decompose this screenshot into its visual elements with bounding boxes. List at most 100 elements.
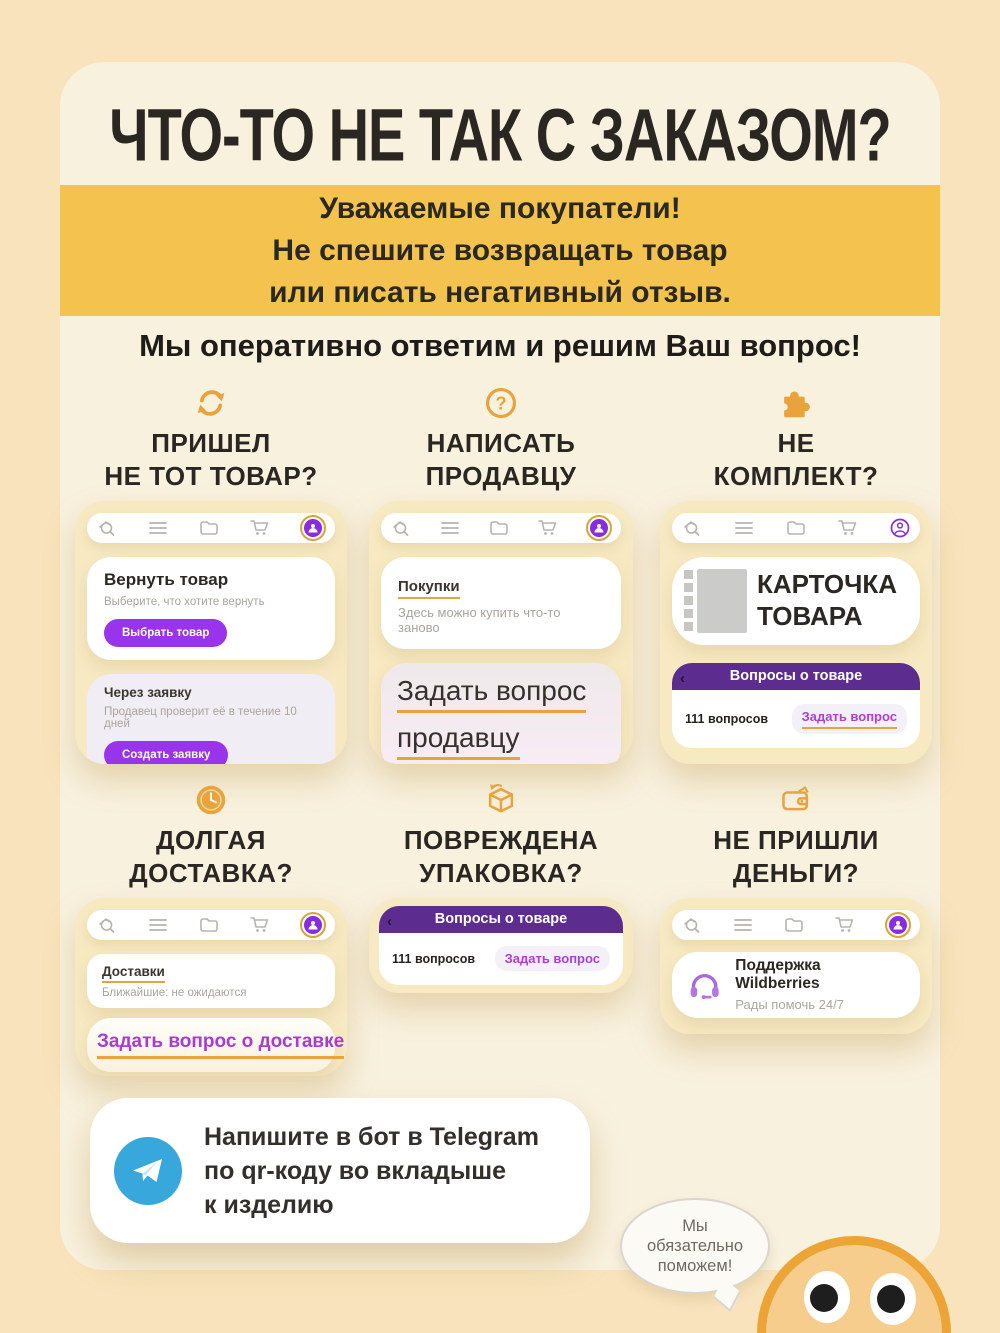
clock-icon-svg [196,785,226,815]
profile-icon[interactable] [300,911,326,938]
product-card-label: КАРТОЧКА ТОВАРА [757,569,898,631]
app-mockup-support: Поддержка Wildberries Рады помочь 24/7 [660,897,932,1034]
deliveries-title[interactable]: Доставки [102,964,165,983]
profile-icon[interactable] [586,514,612,541]
notice-banner: Уважаемые покупатели! Не спешите возвращ… [60,185,940,316]
page-title: ЧТО-ТО НЕ ТАК С ЗАКАЗОМ? [60,92,940,176]
ask-seller-line1: Задать вопрос [397,675,587,713]
purchases-title[interactable]: Покупки [398,578,460,599]
puzzle-icon [660,383,932,423]
cart-icon[interactable] [249,915,270,934]
product-gallery-placeholder [684,568,747,633]
telegram-card[interactable]: Напишите в бот в Telegram по qr-коду во … [90,1098,590,1243]
home-search-icon[interactable] [681,517,703,539]
request-card: Через заявку Продавец проверит её в тече… [87,673,335,764]
package-icon-svg [488,784,514,813]
promise-subtitle: Мы оперативно ответим и решим Ваш вопрос… [139,328,861,363]
qa-banner-text: Вопросы о товаре [729,668,863,684]
question-icon: ? [369,383,633,423]
menu-icon[interactable] [440,520,460,536]
qa-count: 111 вопросов [685,711,769,726]
return-card-subtitle: Выберите, что хотите вернуть [104,595,265,608]
section-heading: ДОЛГАЯ ДОСТАВКА? [129,825,293,888]
ask-question-link[interactable]: Задать вопрос [791,703,907,734]
app-mockup-qa: ‹ Вопросы о товаре 111 вопросов Задать в… [369,897,633,993]
product-card-mock[interactable]: КАРТОЧКА ТОВАРА [672,556,920,645]
app-navbar [87,512,335,543]
section-wrong-item: ПРИШЕЛ НЕ ТОТ ТОВАР? Вернуть товар Выбер… [75,383,347,764]
page-title-text: ЧТО-ТО НЕ ТАК С ЗАКАЗОМ? [109,93,891,177]
section-write-seller: ? НАПИСАТЬ ПРОДАВЦУ Покупки Здесь можно … [369,383,633,764]
app-navbar [87,909,335,940]
svg-text:?: ? [495,393,506,413]
menu-icon[interactable] [733,917,753,933]
home-search-icon[interactable] [390,517,412,539]
refresh-icon-svg [197,390,225,416]
cart-icon[interactable] [249,518,270,537]
support-card[interactable]: Поддержка Wildberries Рады помочь 24/7 [672,951,920,1018]
telegram-icon [114,1136,182,1205]
folder-icon[interactable] [199,519,219,536]
section-heading: ПОВРЕЖДЕНА УПАКОВКА? [403,825,599,888]
notice-banner-text: Уважаемые покупатели! Не спешите возвращ… [269,191,731,309]
section-heading: НЕ КОМПЛЕКТ? [713,428,879,491]
deliveries-subtitle: Ближайшие: не ожидаются [102,986,247,999]
back-chevron-icon[interactable]: ‹ [387,912,392,930]
speech-bubble-text: Мы обязательно поможем! [646,1216,744,1276]
ask-question-link[interactable]: Задать вопрос [494,946,610,971]
qa-banner: ‹ Вопросы о товаре [672,662,920,690]
folder-icon[interactable] [786,519,806,536]
support-title: Поддержка Wildberries [735,957,821,992]
app-navbar [672,909,920,940]
ask-delivery-cta[interactable]: Задать вопрос о доставке [87,1017,345,1072]
qa-block: ‹ Вопросы о товаре 111 вопросов Задать в… [379,905,623,985]
create-request-button[interactable]: Создать заявку [104,740,229,764]
request-card-subtitle: Продавец проверит её в течение 10 дней [104,705,297,730]
menu-icon[interactable] [734,520,754,536]
folder-icon[interactable] [199,916,219,933]
request-card-title: Через заявку [104,684,192,700]
question-icon-svg: ? [485,387,517,419]
app-mockup-product-card: КАРТОЧКА ТОВАРА ‹ Вопросы о товаре 111 в… [660,500,932,764]
product-image-placeholder [697,568,747,633]
package-icon [369,780,633,820]
home-search-icon[interactable] [96,517,118,539]
cart-icon[interactable] [834,915,855,934]
menu-icon[interactable] [148,917,168,933]
app-mockup-deliveries: Доставки Ближайшие: не ожидаются Задать … [75,897,347,1076]
home-search-icon[interactable] [681,914,703,936]
support-subtitle: Рады помочь 24/7 [735,997,844,1012]
headphones-icon [690,973,719,999]
menu-icon[interactable] [148,520,168,536]
back-chevron-icon[interactable]: ‹ [680,669,685,687]
folder-icon[interactable] [489,519,509,536]
choose-item-button[interactable]: Выбрать товар [104,618,228,647]
app-mockup-purchases: Покупки Здесь можно купить что-то заново… [369,500,633,764]
qa-banner: ‹ Вопросы о товаре [379,905,623,933]
ask-seller-cta[interactable]: Задать вопрос продавцу [381,662,621,764]
folder-icon[interactable] [784,916,804,933]
ask-question-label: Задать вопрос [801,709,897,729]
section-heading: НЕ ПРИШЛИ ДЕНЬГИ? [713,825,879,888]
app-mockup-returns: Вернуть товар Выберите, что хотите верну… [75,500,347,764]
section-long-delivery: ДОЛГАЯ ДОСТАВКА? Доставки Ближайшие: не … [75,780,347,1076]
speech-bubble: Мы обязательно поможем! [620,1198,770,1294]
app-navbar [672,512,920,543]
qa-row: 111 вопросов Задать вопрос [672,689,920,748]
clock-icon [75,780,347,820]
telegram-text: Напишите в бот в Telegram по qr-коду во … [204,1122,539,1219]
purchases-card: Покупки Здесь можно купить что-то заново [381,556,621,649]
cart-icon[interactable] [537,518,558,537]
profile-icon[interactable] [300,514,326,541]
ask-seller-line2: продавцу [397,723,520,761]
puzzle-icon-svg [780,391,810,418]
wallet-icon [660,780,932,820]
profile-icon[interactable] [885,911,911,938]
mascot-eye-right [870,1273,916,1325]
cart-icon[interactable] [837,518,858,537]
home-search-icon[interactable] [96,914,118,936]
profile-icon[interactable] [889,517,911,539]
section-damaged-package: ПОВРЕЖДЕНА УПАКОВКА? ‹ Вопросы о товаре … [369,780,633,993]
qa-count: 111 вопросов [392,951,476,966]
